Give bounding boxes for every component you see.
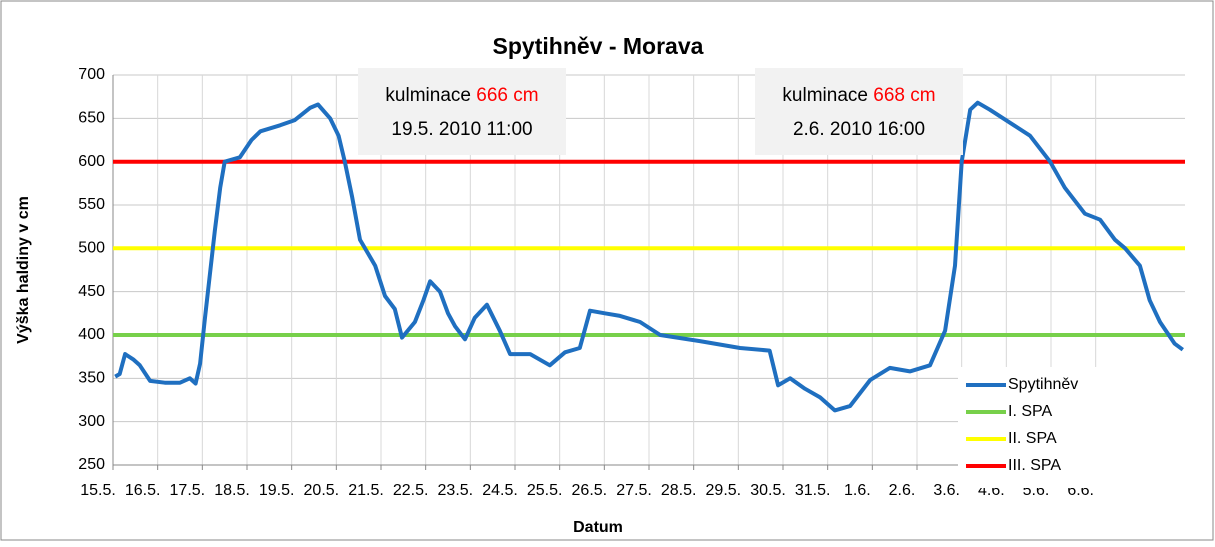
x-axis-label: Datum [573,519,623,536]
annotation-box [358,68,566,155]
legend-label: II. SPA [1008,430,1057,447]
y-tick-label: 450 [78,283,105,300]
annotation-date: 19.5. 2010 11:00 [391,119,532,140]
x-tick-label: 31.5. [795,482,831,499]
x-tick-label: 28.5. [661,482,697,499]
series-line [114,100,1184,413]
annotation-label: kulminace [782,85,868,106]
annotation-value: 668 cm [873,85,935,106]
x-tick-label: 16.5. [125,482,161,499]
y-tick-label: 400 [78,326,105,343]
x-tick-label: 19.5. [259,482,295,499]
x-tick-label: 3.6. [933,482,960,499]
annotation-value: 666 cm [476,85,538,106]
x-tick-label: 24.5. [482,482,518,499]
x-tick-label: 30.5. [750,482,786,499]
y-tick-label: 300 [78,413,105,430]
y-tick-label: 350 [78,370,105,387]
annotation-label: kulminace [385,85,471,106]
x-tick-label: 27.5. [616,482,652,499]
x-tick-label: 23.5. [438,482,474,499]
x-tick-label: 25.5. [527,482,563,499]
x-tick-label: 1.6. [844,482,871,499]
annotation-date: 2.6. 2010 16:00 [793,119,925,140]
x-tick-label: 22.5. [393,482,429,499]
annotation-box [755,68,963,155]
x-tick-label: 21.5. [348,482,384,499]
legend-label: Spytihněv [1008,376,1078,393]
annotation-text: kulminace 668 cm [782,85,935,106]
y-tick-label: 650 [78,110,105,127]
x-tick-label: 26.5. [572,482,608,499]
x-tick-label: 20.5. [304,482,340,499]
x-tick-label: 18.5. [214,482,250,499]
y-tick-label: 700 [78,66,105,83]
x-tick-label: 17.5. [170,482,206,499]
x-tick-label: 2.6. [889,482,916,499]
x-tick-label: 15.5. [80,482,116,499]
legend-label: III. SPA [1008,457,1061,474]
x-tick-label: 29.5. [706,482,742,499]
legend-label: I. SPA [1008,403,1052,420]
y-tick-label: 500 [78,240,105,257]
y-tick-label: 550 [78,196,105,213]
y-axis-label: Výška haldiny v cm [15,196,32,344]
annotation-text: kulminace 666 cm [385,85,538,106]
y-tick-label: 600 [78,153,105,170]
chart-title: Spytihněv - Morava [493,33,704,59]
y-tick-label: 250 [78,456,105,473]
